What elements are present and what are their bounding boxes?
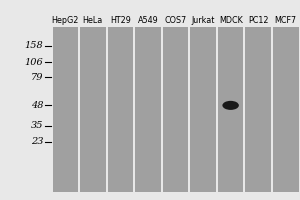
Text: Jurkat: Jurkat	[191, 16, 215, 25]
Text: MCF7: MCF7	[275, 16, 297, 25]
Text: 158: 158	[25, 41, 44, 50]
Text: 23: 23	[31, 137, 44, 146]
Text: 106: 106	[25, 58, 44, 67]
Text: 35: 35	[31, 121, 44, 130]
Text: HT29: HT29	[110, 16, 131, 25]
Text: HepG2: HepG2	[52, 16, 79, 25]
Text: COS7: COS7	[164, 16, 187, 25]
Text: 79: 79	[31, 73, 44, 82]
Text: 48: 48	[31, 101, 44, 110]
Text: MDCK: MDCK	[219, 16, 242, 25]
Text: A549: A549	[138, 16, 158, 25]
Text: PC12: PC12	[248, 16, 268, 25]
Text: HeLa: HeLa	[83, 16, 103, 25]
